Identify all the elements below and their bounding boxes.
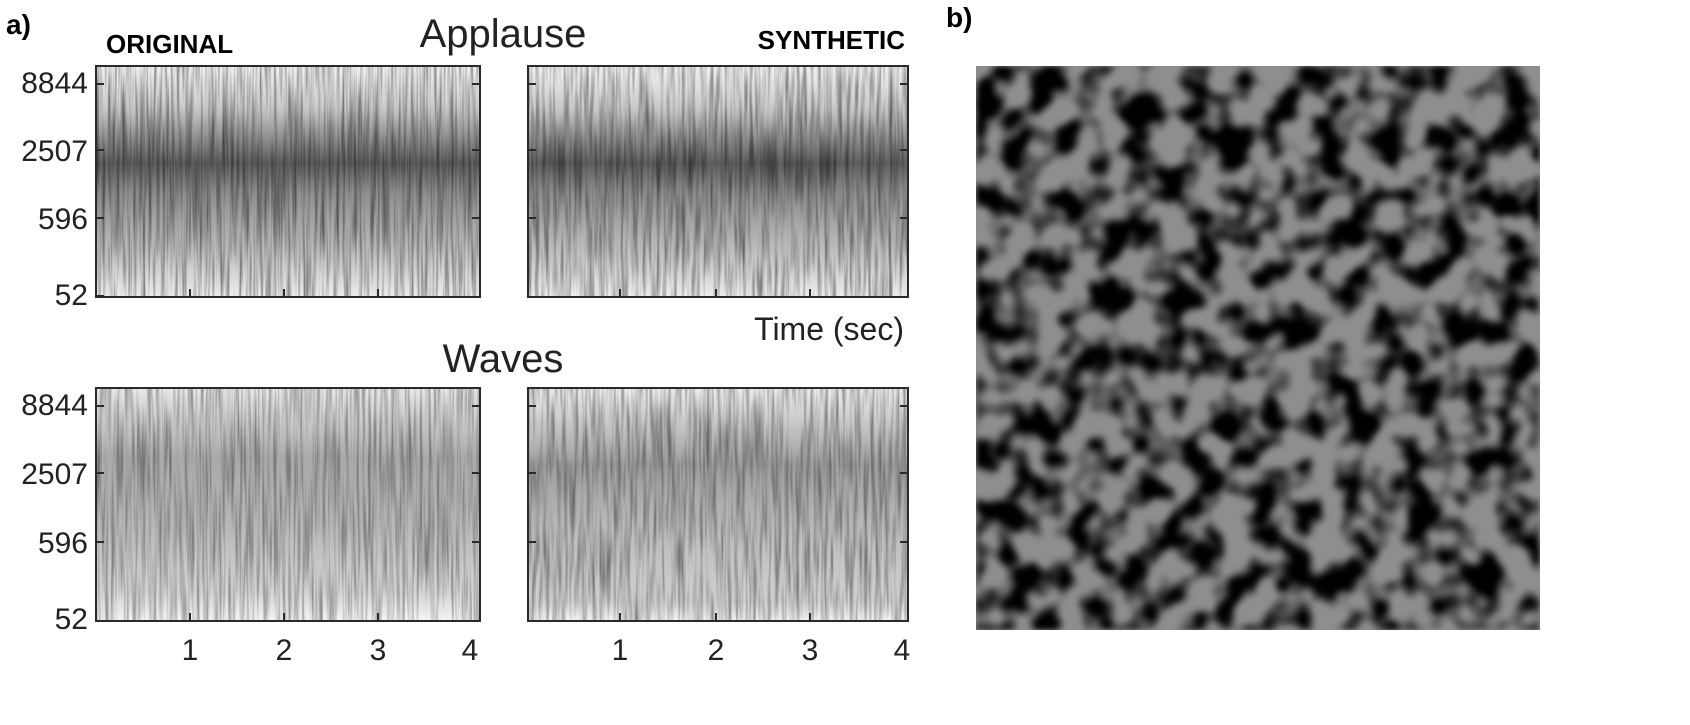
- y-tick-label: 2507: [21, 458, 88, 491]
- y-tick-label: 2507: [21, 135, 88, 168]
- applause-y-ticks: 8844 2507 596 52: [21, 67, 88, 312]
- x-tick-label: 3: [370, 634, 387, 667]
- panel-b-label: b): [946, 2, 972, 33]
- y-tick-label: 596: [38, 527, 88, 560]
- waves-y-ticks: 8844 2507 596 52: [21, 389, 88, 636]
- y-tick-label: 52: [55, 603, 88, 636]
- applause-synthetic-spectrogram: [527, 65, 909, 298]
- synthetic-header: SYNTHETIC: [758, 25, 906, 55]
- x-tick-label: 2: [276, 634, 293, 667]
- x-tick-label: 2: [708, 634, 725, 667]
- y-tick-label: 52: [55, 279, 88, 312]
- y-tick-label: 596: [38, 203, 88, 236]
- y-tick-label: 8844: [21, 389, 88, 422]
- original-header: ORIGINAL: [106, 29, 233, 59]
- applause-title: Applause: [420, 12, 587, 56]
- y-tick-label: 8844: [21, 67, 88, 100]
- waves-original-spectrogram: [95, 387, 481, 622]
- applause-original-spectrogram: [95, 65, 481, 298]
- x-tick-label: 4: [894, 634, 911, 667]
- waves-title: Waves: [443, 337, 564, 381]
- x-tick-label: 3: [802, 634, 819, 667]
- waves-synthetic-x-ticks: 1 2 3 4: [612, 634, 911, 667]
- waves-original-x-ticks: 1 2 3 4: [182, 634, 479, 667]
- tick-marks: [96, 83, 908, 621]
- waves-synthetic-spectrogram: [527, 387, 909, 622]
- x-tick-label: 4: [462, 634, 479, 667]
- panel-a-label: a): [6, 9, 31, 40]
- panel-a: a) ORIGINAL SYNTHETIC Applause 8844 2507…: [6, 9, 910, 667]
- time-axis-label: Time (sec): [754, 311, 904, 347]
- x-tick-label: 1: [182, 634, 199, 667]
- synthetic-texture-image: [976, 66, 1540, 630]
- panel-b: b): [946, 2, 1540, 630]
- x-tick-label: 1: [612, 634, 629, 667]
